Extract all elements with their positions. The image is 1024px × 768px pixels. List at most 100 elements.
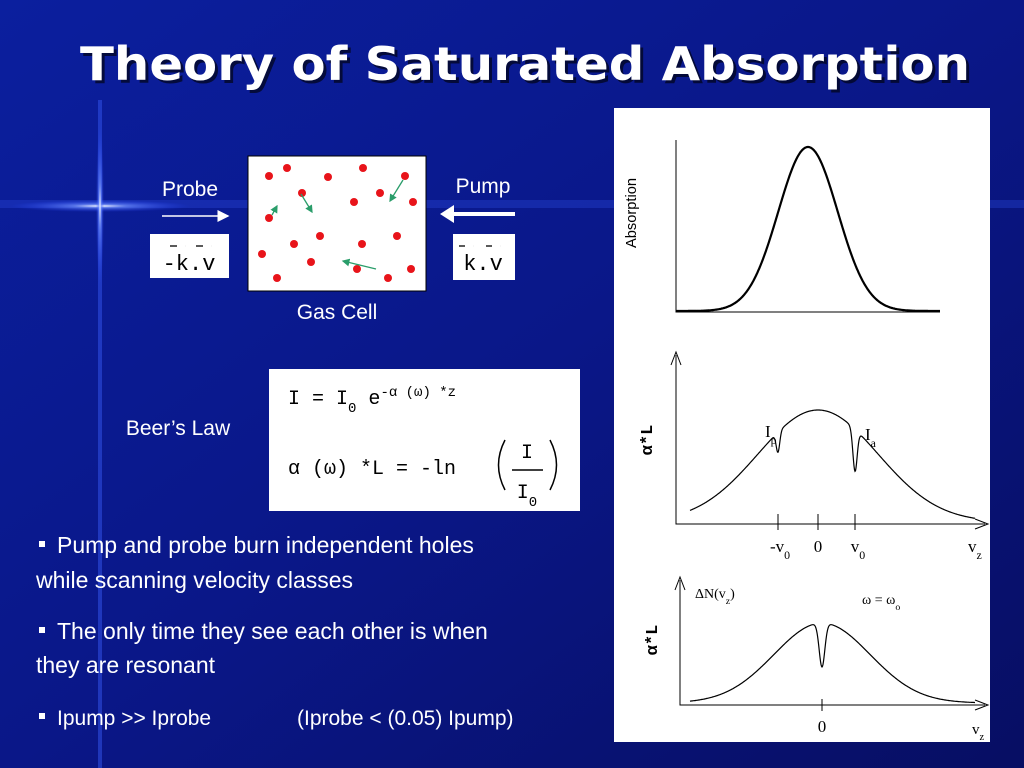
atom (273, 274, 281, 282)
atoms (258, 164, 417, 282)
axis-arrow (974, 518, 990, 530)
equation-1: I = I0 e-α (ω) *z (288, 385, 456, 417)
condition-label: ω = ωo (862, 593, 900, 613)
bullet-marker (39, 541, 45, 547)
x-tick-label-part: 0 (859, 548, 865, 562)
title: Theory of Saturated Absorption (80, 37, 970, 91)
graph-panel (614, 108, 990, 742)
equation-box (269, 369, 580, 511)
curves (676, 145, 976, 704)
pump-label: Pump (456, 175, 511, 198)
atom (409, 198, 417, 206)
atom (350, 198, 358, 206)
y-axis-label: Absorption (623, 178, 640, 248)
probe-term: -k.v (163, 252, 216, 277)
x-axis-label-part: v (972, 722, 980, 738)
bullet-text: Pump and probe burn independent holes (57, 532, 474, 558)
condition-label-part: o (895, 602, 900, 613)
atom (290, 240, 298, 248)
x-tick-label: 0 (818, 717, 827, 736)
gas-cell (247, 155, 427, 292)
axis (679, 580, 985, 706)
bullet-text: they are resonant (36, 652, 216, 678)
atom (298, 189, 306, 197)
bullet-marker (39, 713, 45, 719)
x-axis-label-part: z (980, 732, 985, 743)
bullet-marker (39, 627, 45, 633)
atom (324, 173, 332, 181)
atom (258, 250, 266, 258)
bullet-text: The only time they see each other is whe… (57, 618, 488, 644)
equation-1-part: 0 (348, 401, 356, 417)
x-tick-label: 0 (814, 537, 823, 556)
x-tick-label: v0 (851, 537, 866, 562)
curve-label-part: z (726, 596, 731, 607)
band (0, 200, 1024, 208)
peak-label-part: p (771, 433, 777, 447)
velocity-arrows (270, 179, 404, 270)
atom (407, 265, 415, 273)
velocity-arrow (389, 179, 404, 203)
atom (265, 214, 273, 222)
pump-arrowhead (440, 205, 454, 223)
x-axis-label-part: v (968, 537, 977, 556)
x-axis-label: vz (968, 537, 982, 562)
velocity-arrow (300, 193, 313, 214)
x-axis-label-part: z (977, 548, 982, 562)
x-tick-label: -v0 (770, 537, 790, 562)
velocity-arrow (341, 258, 377, 270)
y-axis-label: α*L (644, 625, 663, 656)
tick (777, 514, 856, 711)
equation-1-part: I = I (288, 388, 348, 411)
atom (401, 172, 409, 180)
x-tick-label-part: v (851, 537, 860, 556)
curve-label: ΔN(vz) (695, 587, 735, 607)
pump-term-box (453, 234, 515, 280)
equation-2-den-part: 0 (529, 495, 537, 511)
atom (265, 172, 273, 180)
x-tick-label-part: 0 (814, 537, 823, 556)
bullet-text: Ipump >> Iprobe (57, 707, 211, 730)
equation-2-den: I0 (517, 482, 537, 511)
peak-label-part: a (871, 436, 877, 450)
atom (307, 258, 315, 266)
probe-term-box (150, 234, 229, 278)
atom (384, 274, 392, 282)
atom (359, 164, 367, 172)
flare (96, 126, 104, 286)
axis-arrow (670, 350, 682, 366)
axis-arrow (674, 575, 686, 591)
velocity-arrow (270, 204, 278, 216)
atom (376, 189, 384, 197)
paren (549, 439, 558, 491)
probe-label: Probe (162, 178, 218, 201)
x-axis-label: vz (972, 722, 985, 743)
band (98, 100, 102, 768)
peak-label-part: I (765, 422, 771, 441)
x-tick-label-part: -v (770, 537, 785, 556)
atom (393, 232, 401, 240)
condition-label-part: ω = ω (862, 593, 895, 608)
curve-label-part: ) (730, 587, 735, 602)
bullet-text: while scanning velocity classes (35, 567, 353, 593)
atom (353, 265, 361, 273)
title-shadow: Theory of Saturated Absorption (83, 40, 973, 94)
axis-arrow (974, 699, 990, 711)
curve (689, 409, 976, 519)
x-tick-label-part: 0 (784, 548, 790, 562)
pump-term: k.v (463, 252, 503, 277)
peak-label: Ip (765, 422, 777, 447)
beers-law-label: Beer’s Law (126, 417, 231, 440)
curve-label-part: ΔN(v (695, 587, 726, 602)
peak-label-part: I (865, 425, 871, 444)
axis (675, 355, 985, 525)
curve (689, 624, 975, 704)
y-axis-label: α*L (639, 425, 658, 456)
atom (316, 232, 324, 240)
equation-1-part: e (356, 388, 380, 411)
equation-2-lhs: α (ω) *L = -ln (288, 458, 456, 481)
equation-2-den-part: I (517, 482, 529, 505)
cell-label: Gas Cell (297, 301, 378, 324)
